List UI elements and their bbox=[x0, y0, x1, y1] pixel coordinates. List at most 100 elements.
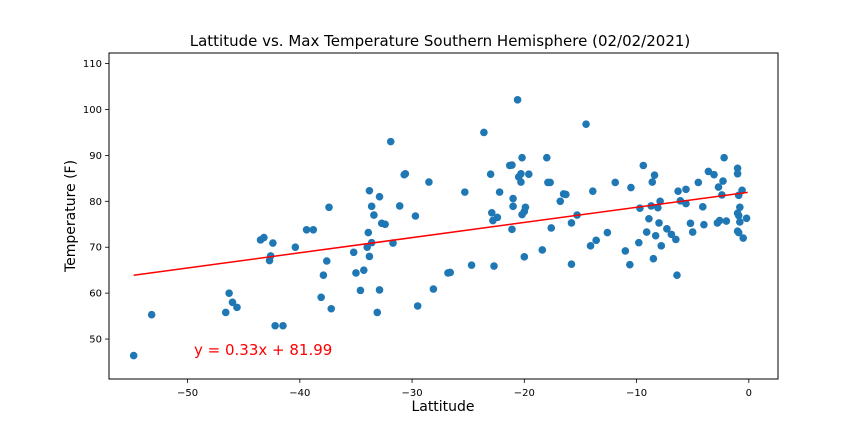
data-point-33 bbox=[375, 192, 384, 201]
data-point-114 bbox=[686, 219, 695, 228]
data-points bbox=[129, 96, 751, 360]
x-tick-label: −10 bbox=[626, 388, 647, 399]
data-point-113 bbox=[682, 199, 690, 208]
y-tick-label: 110 bbox=[83, 59, 102, 70]
data-point-89 bbox=[621, 247, 630, 255]
data-point-92 bbox=[635, 238, 643, 247]
data-point-119 bbox=[704, 167, 713, 176]
data-point-128 bbox=[733, 164, 742, 173]
data-point-15 bbox=[309, 225, 318, 234]
data-point-11 bbox=[271, 321, 279, 330]
data-point-65 bbox=[518, 153, 526, 162]
data-point-48 bbox=[461, 188, 469, 196]
data-point-0 bbox=[129, 351, 138, 360]
data-point-21 bbox=[349, 248, 358, 257]
x-axis-ticks: −50 −40 −30 −20 −10 0 bbox=[177, 379, 752, 399]
data-point-123 bbox=[715, 216, 724, 225]
data-point-136 bbox=[734, 228, 743, 237]
data-point-12 bbox=[279, 321, 287, 330]
x-tick-label: 0 bbox=[746, 388, 752, 399]
data-point-62 bbox=[513, 96, 522, 104]
data-point-81 bbox=[567, 260, 576, 269]
data-point-52 bbox=[487, 208, 496, 217]
data-point-85 bbox=[588, 187, 597, 196]
data-point-83 bbox=[582, 120, 590, 128]
data-point-32 bbox=[373, 308, 382, 317]
data-point-101 bbox=[651, 231, 660, 240]
data-point-95 bbox=[642, 228, 651, 236]
plot-frame bbox=[108, 52, 779, 380]
data-point-107 bbox=[667, 230, 676, 239]
data-point-47 bbox=[446, 268, 455, 277]
data-point-42 bbox=[411, 212, 420, 220]
data-point-23 bbox=[356, 286, 365, 295]
data-point-72 bbox=[538, 246, 547, 254]
data-point-54 bbox=[490, 262, 498, 270]
data-point-127 bbox=[722, 217, 731, 225]
data-point-18 bbox=[322, 257, 331, 265]
data-point-102 bbox=[654, 203, 662, 212]
data-point-55 bbox=[493, 213, 502, 222]
data-point-36 bbox=[381, 220, 389, 229]
data-point-106 bbox=[663, 225, 671, 233]
data-point-19 bbox=[325, 203, 333, 212]
data-point-56 bbox=[495, 188, 504, 196]
data-point-100 bbox=[649, 254, 658, 263]
regression-layer bbox=[133, 191, 748, 276]
data-point-139 bbox=[742, 214, 751, 223]
data-point-80 bbox=[567, 219, 576, 227]
x-tick-label: −50 bbox=[177, 388, 198, 399]
data-point-115 bbox=[688, 228, 697, 236]
data-point-71 bbox=[525, 170, 533, 179]
data-point-5 bbox=[233, 303, 241, 312]
data-point-27 bbox=[365, 252, 374, 261]
data-point-76 bbox=[547, 224, 556, 232]
data-point-44 bbox=[425, 178, 433, 186]
data-point-134 bbox=[736, 218, 744, 226]
data-point-84 bbox=[586, 242, 595, 250]
data-point-77 bbox=[556, 197, 565, 206]
data-point-49 bbox=[467, 261, 476, 269]
data-point-129 bbox=[733, 169, 742, 178]
data-point-64 bbox=[517, 178, 525, 186]
data-point-73 bbox=[542, 153, 551, 162]
y-axis-label: Temperature (F) bbox=[63, 160, 79, 273]
data-point-91 bbox=[627, 183, 635, 192]
x-tick-label: −20 bbox=[514, 388, 535, 399]
y-tick-label: 80 bbox=[89, 197, 102, 208]
data-point-120 bbox=[710, 170, 718, 179]
data-point-13 bbox=[291, 243, 300, 252]
data-point-93 bbox=[636, 204, 644, 212]
data-point-9 bbox=[266, 252, 275, 260]
data-point-96 bbox=[645, 214, 653, 223]
data-point-3 bbox=[225, 289, 233, 297]
x-axis-label: Lattitude bbox=[411, 399, 474, 415]
data-point-79 bbox=[562, 190, 570, 199]
data-point-75 bbox=[546, 178, 554, 187]
data-point-16 bbox=[317, 293, 325, 302]
y-tick-label: 50 bbox=[89, 335, 102, 346]
data-point-58 bbox=[508, 161, 516, 169]
data-point-61 bbox=[509, 202, 517, 211]
data-point-98 bbox=[648, 178, 657, 186]
data-point-17 bbox=[319, 271, 328, 280]
chart-title: Lattitude vs. Max Temperature Southern H… bbox=[190, 32, 691, 50]
data-point-4 bbox=[228, 298, 237, 307]
data-point-28 bbox=[365, 186, 374, 195]
data-point-41 bbox=[401, 169, 410, 178]
data-point-45 bbox=[429, 285, 438, 293]
data-point-2 bbox=[221, 308, 230, 317]
data-point-59 bbox=[508, 225, 516, 234]
data-point-66 bbox=[517, 169, 525, 178]
x-tick-label: −40 bbox=[289, 388, 310, 399]
data-point-105 bbox=[657, 242, 666, 250]
data-point-51 bbox=[486, 170, 495, 179]
data-point-126 bbox=[720, 153, 728, 162]
regression-equation: y = 0.33x + 81.99 bbox=[194, 341, 332, 359]
data-point-24 bbox=[360, 266, 368, 274]
data-point-94 bbox=[639, 161, 648, 170]
data-point-133 bbox=[736, 203, 744, 212]
data-point-22 bbox=[352, 269, 360, 277]
data-point-69 bbox=[521, 203, 530, 212]
